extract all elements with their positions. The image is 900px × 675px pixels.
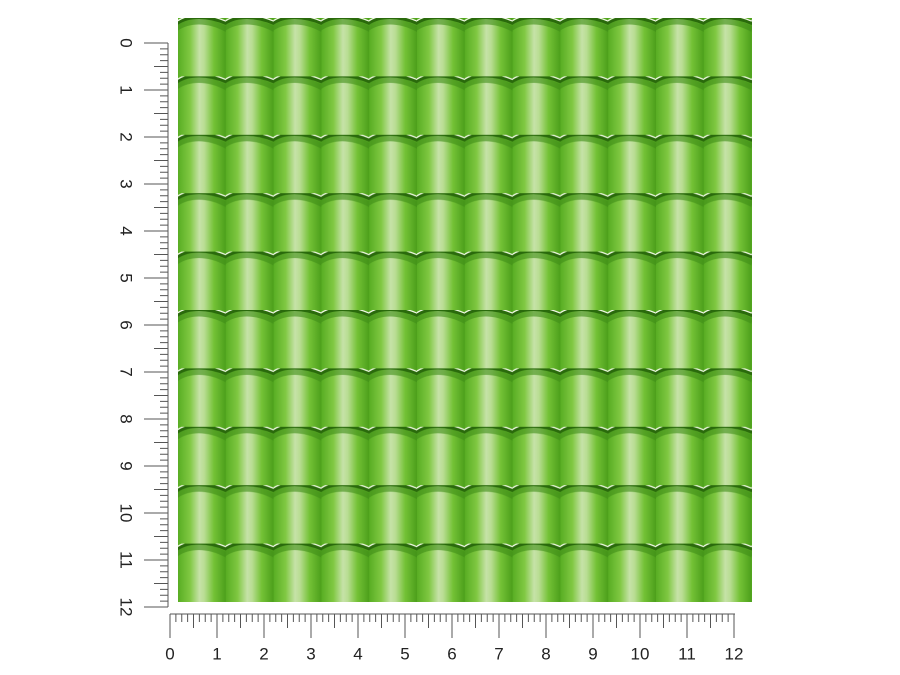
swatch (178, 18, 752, 602)
horizontal-label: 0 (165, 644, 174, 663)
horizontal-label: 2 (259, 644, 268, 663)
vertical-label: 11 (117, 551, 136, 569)
horizontal-label: 12 (725, 644, 744, 663)
vertical-label: 2 (117, 132, 136, 141)
vertical-label: 12 (117, 598, 136, 617)
horizontal-label: 8 (541, 644, 550, 663)
vertical-label: 8 (117, 414, 136, 423)
horizontal-label: 4 (353, 644, 362, 663)
vertical-label: 10 (117, 504, 136, 523)
vertical-label: 4 (117, 226, 136, 235)
vertical-label: 0 (117, 38, 136, 47)
ruler-ticks (144, 42, 735, 638)
vertical-label: 9 (117, 461, 136, 470)
vertical-label: 3 (117, 179, 136, 188)
horizontal-label: 3 (306, 644, 315, 663)
horizontal-label: 10 (631, 644, 650, 663)
vertical-label: 6 (117, 320, 136, 329)
vertical-label: 1 (117, 85, 136, 94)
vertical-label: 7 (117, 367, 136, 376)
horizontal-label: 5 (400, 644, 409, 663)
horizontal-label: 7 (494, 644, 503, 663)
horizontal-label: 11 (678, 644, 696, 663)
horizontal-label: 1 (212, 644, 221, 663)
horizontal-label: 9 (588, 644, 597, 663)
horizontal-label: 6 (447, 644, 456, 663)
vertical-label: 5 (117, 273, 136, 282)
